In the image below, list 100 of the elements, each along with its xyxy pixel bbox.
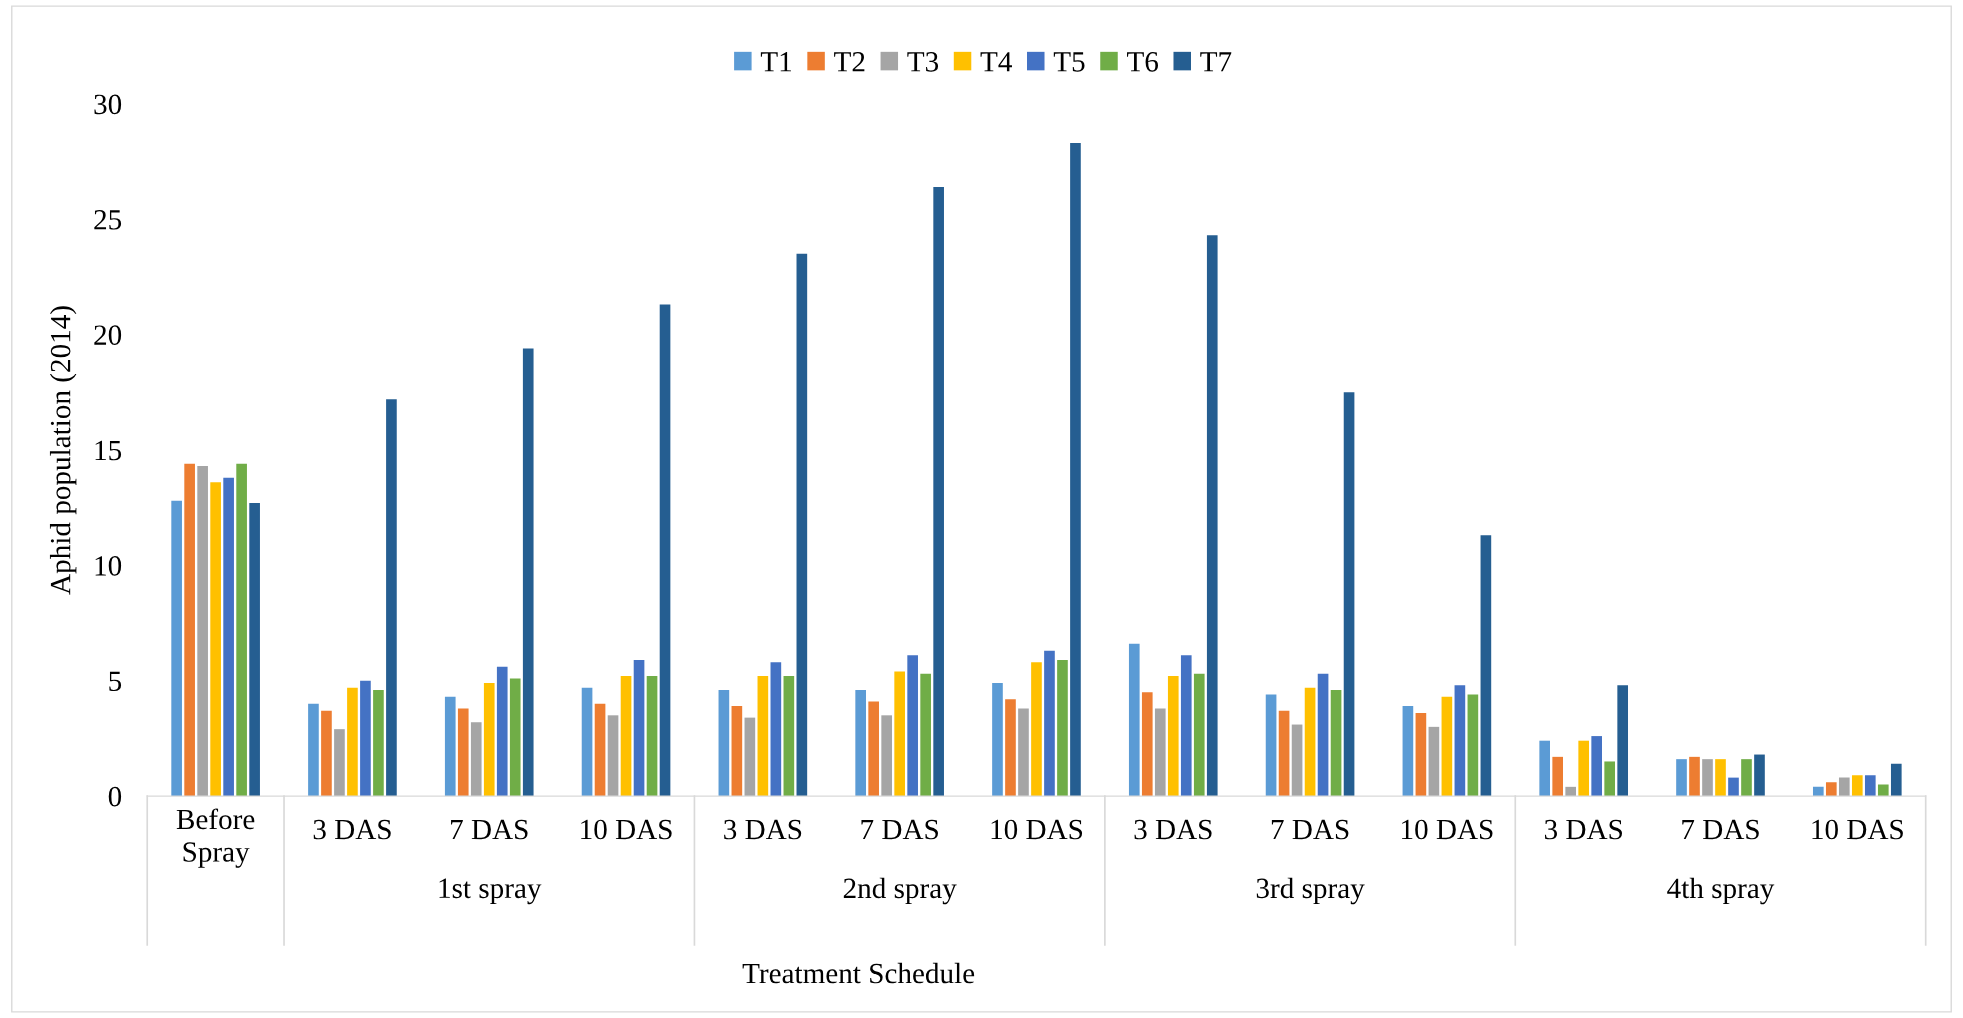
- bar: [920, 673, 931, 797]
- bar: [347, 687, 358, 797]
- bar: [1715, 759, 1726, 797]
- bar: [249, 503, 260, 797]
- bar: [1278, 710, 1290, 797]
- x-tick-label: 7 DAS: [1271, 819, 1349, 840]
- y-tick-label: 30: [94, 94, 122, 115]
- bar: [1702, 759, 1713, 797]
- text: 3rd spray: [1256, 877, 1365, 905]
- bar: [1265, 694, 1277, 797]
- bar: [1402, 706, 1414, 797]
- bar: [1812, 786, 1824, 797]
- x-tick-label: 3 DAS: [1134, 819, 1212, 840]
- bar: [1415, 713, 1427, 797]
- bar: [210, 482, 221, 797]
- bar: [496, 666, 508, 797]
- y-tick-label: 20: [94, 325, 122, 345]
- legend-label: T4: [980, 52, 1012, 72]
- x-tick-label: 10 DAS: [991, 819, 1083, 840]
- bar: [744, 717, 756, 797]
- bar: [1154, 708, 1166, 797]
- bar: [1838, 777, 1850, 797]
- legend-label: T3: [907, 52, 939, 72]
- bar: [223, 477, 234, 797]
- bar: [1689, 756, 1700, 797]
- bar: [757, 676, 769, 797]
- legend-label: T6: [1127, 52, 1159, 72]
- y-tick-label: 25: [94, 210, 122, 230]
- bar: [1539, 740, 1551, 797]
- bar: [1330, 689, 1342, 797]
- bar: [1890, 763, 1902, 797]
- legend-label: T2: [834, 52, 865, 72]
- x-tick-label: 3 DAS: [313, 819, 391, 840]
- bar: [1604, 761, 1616, 797]
- bar: [1676, 759, 1687, 797]
- x-tick-label: 7 DAS: [451, 819, 528, 840]
- bar: [1591, 736, 1603, 797]
- bar: [1167, 676, 1179, 797]
- bar: [731, 706, 743, 797]
- bar: [236, 463, 247, 797]
- bar: [1454, 685, 1466, 797]
- bar: [1141, 692, 1153, 797]
- bar: [1754, 754, 1765, 797]
- bar: [386, 399, 397, 797]
- bar: [646, 676, 658, 797]
- legend-label: T1: [760, 52, 791, 72]
- bar: [171, 500, 182, 797]
- bar: [1552, 756, 1564, 797]
- x-tick-label: 3 DAS: [1544, 819, 1622, 840]
- bar: [855, 689, 866, 797]
- x-tick-label: 10 DAS: [1402, 819, 1493, 840]
- bar: [581, 687, 593, 797]
- bar: [659, 304, 671, 797]
- bar: [783, 676, 795, 797]
- bar: [1070, 143, 1081, 797]
- bar: [360, 680, 371, 797]
- bar: [1018, 708, 1029, 797]
- bar: [1005, 699, 1016, 797]
- bar: [1728, 777, 1739, 797]
- bar: [522, 348, 534, 797]
- bar: [197, 466, 208, 797]
- bar: [881, 715, 892, 797]
- bar: [1565, 786, 1577, 797]
- bar: [1057, 659, 1068, 797]
- y-axis-title: Aphid population (2014): [49, 306, 77, 595]
- bar: [1741, 759, 1752, 797]
- bar: [907, 655, 918, 797]
- x-axis-title: Treatment Schedule: [742, 962, 975, 984]
- y-tick-label: 0: [108, 786, 122, 807]
- bar: [633, 659, 645, 797]
- bar: [594, 703, 606, 797]
- x-tick-label: Before Spray: [176, 808, 255, 868]
- bar: [1343, 392, 1355, 797]
- x-tick-label: 7 DAS: [1682, 819, 1759, 840]
- bar: [1044, 650, 1055, 797]
- bar: [992, 683, 1003, 797]
- bar: [1864, 775, 1876, 797]
- y-tick-label: 15: [95, 440, 122, 461]
- bar: [1578, 740, 1590, 797]
- text: 2nd spray: [843, 877, 957, 905]
- x-tick-label: 3 DAS: [724, 819, 802, 840]
- bar: [607, 715, 619, 797]
- x-tick-label: 7 DAS: [861, 819, 938, 840]
- bar: [1617, 685, 1629, 797]
- bar: [509, 678, 521, 797]
- text: 1st spray: [439, 878, 542, 905]
- bar: [868, 701, 879, 797]
- bar: [1128, 643, 1140, 797]
- y-tick-label: 5: [109, 671, 122, 692]
- x-tick-label: 10 DAS: [1812, 819, 1903, 840]
- text: 4th spray: [1667, 877, 1775, 905]
- bar: [718, 689, 730, 797]
- bar: [308, 703, 319, 797]
- bar: [444, 696, 456, 797]
- bar: [1467, 694, 1479, 797]
- bar: [334, 729, 345, 797]
- bar: [1031, 662, 1042, 797]
- bar: [1851, 775, 1863, 797]
- legend-label: T7: [1200, 52, 1232, 72]
- bar: [933, 186, 944, 797]
